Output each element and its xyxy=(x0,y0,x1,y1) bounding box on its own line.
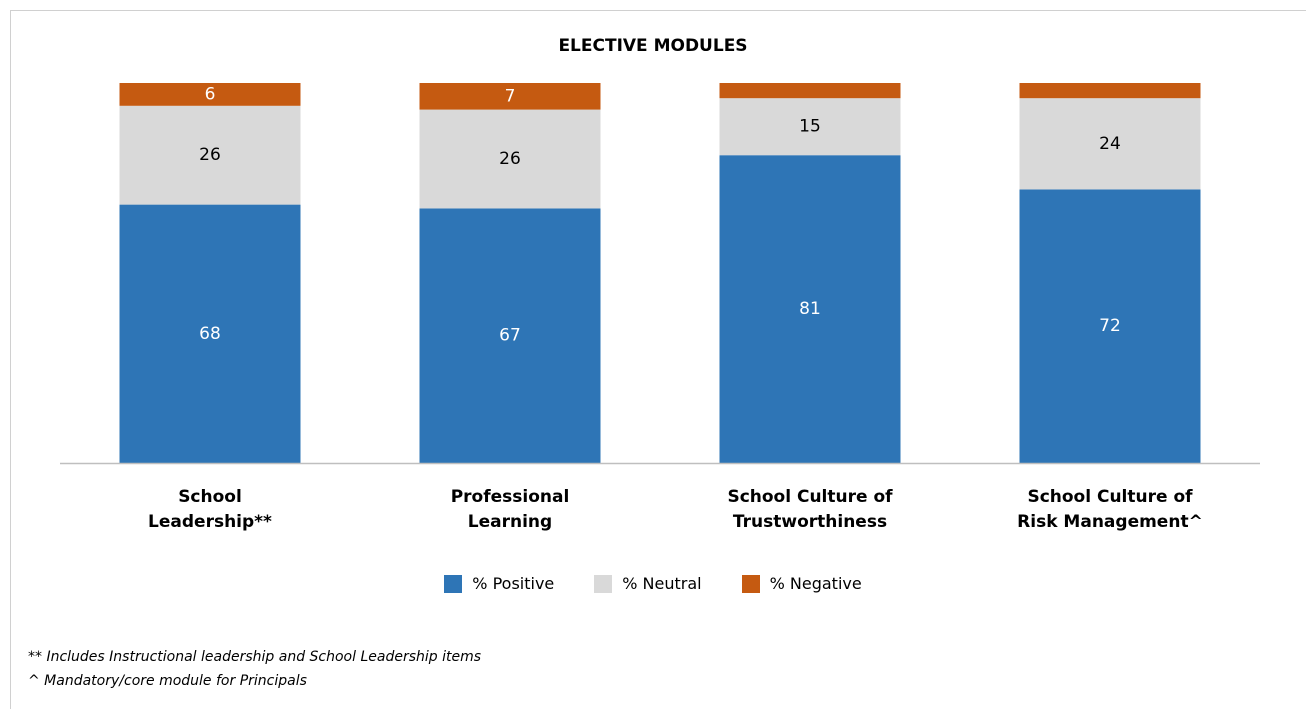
bar-segment-positive-2 xyxy=(719,155,901,463)
data-label: 15 xyxy=(799,117,821,137)
legend-label-neutral: % Neutral xyxy=(622,574,702,593)
bar-segment-negative-0 xyxy=(119,83,301,106)
bar-segment-negative-1 xyxy=(419,83,601,110)
data-label: 72 xyxy=(1099,316,1121,336)
stacked-bar-chart: 68 26 6 School Leadership** 67 26 7 Professional… xyxy=(60,83,1260,532)
bar-segment-neutral-0 xyxy=(119,105,301,205)
footnote-core-module: ^ Mandatory/core module for Principals xyxy=(28,673,307,689)
data-label: 81 xyxy=(799,299,821,319)
data-label: 24 xyxy=(1099,134,1121,154)
data-label: 68 xyxy=(199,324,221,344)
chart-frame xyxy=(10,10,1306,709)
legend-swatch-neutral xyxy=(594,574,613,593)
legend-label-positive: % Positive xyxy=(472,574,555,593)
category-label: Leadership** xyxy=(148,512,272,532)
category-label: School Culture of xyxy=(1027,487,1193,507)
legend-item-negative: % Negative xyxy=(741,574,862,593)
bar-segment-neutral-2 xyxy=(719,98,901,156)
bar-segment-negative-2 xyxy=(719,83,901,99)
legend-item-neutral: % Neutral xyxy=(594,574,702,593)
data-label: 26 xyxy=(499,149,521,169)
category-label: Risk Management^ xyxy=(1017,512,1203,532)
bar-segment-positive-1 xyxy=(419,208,601,463)
category-label: School Culture of xyxy=(727,487,893,507)
category-label: School xyxy=(178,487,242,507)
category-label: Trustworthiness xyxy=(733,512,887,532)
bar-segment-negative-3 xyxy=(1019,83,1201,99)
category-label: Professional xyxy=(451,487,570,507)
legend-swatch-positive xyxy=(444,574,463,593)
bar-segment-positive-0 xyxy=(119,204,301,463)
legend-label-negative: % Negative xyxy=(769,574,862,593)
legend-item-positive: % Positive xyxy=(444,574,554,593)
data-label: 7 xyxy=(505,86,516,106)
bar-segment-neutral-1 xyxy=(419,109,601,209)
category-label: Learning xyxy=(468,512,552,532)
legend-swatch-negative xyxy=(741,574,760,593)
data-label: 26 xyxy=(199,145,221,165)
chart-legend: % Positive % Neutral % Negative xyxy=(0,574,1306,593)
data-label: 67 xyxy=(499,326,521,346)
bar-segment-neutral-3 xyxy=(1019,98,1201,190)
footnote-leadership: ** Includes Instructional leadership and… xyxy=(28,649,482,665)
chart-title: ELECTIVE MODULES xyxy=(558,36,748,56)
data-label: 6 xyxy=(205,84,216,104)
bar-segment-positive-3 xyxy=(1019,189,1201,463)
